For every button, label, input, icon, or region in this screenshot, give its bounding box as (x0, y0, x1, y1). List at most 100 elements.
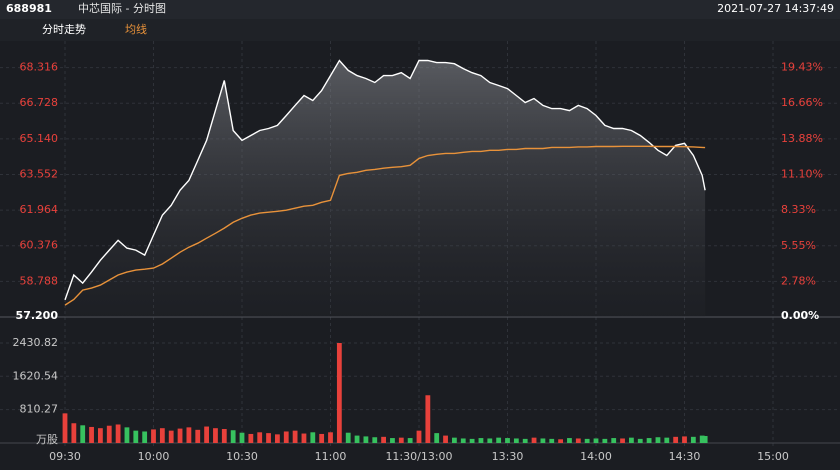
volume-bar (275, 434, 280, 443)
x-tick-label: 10:30 (226, 450, 258, 463)
y-tick-label: 57.200 (16, 309, 59, 322)
volume-bar (673, 436, 679, 443)
volume-bar (496, 437, 502, 443)
x-tick-label: 13:30 (492, 450, 524, 463)
volume-bar (690, 436, 696, 443)
volume-bar (177, 428, 183, 443)
volume-bar (80, 425, 86, 443)
volume-bar (98, 428, 103, 443)
stock-title: 中芯国际 - 分时图 (78, 1, 166, 15)
y-tick-label: 810.27 (20, 403, 59, 416)
volume-bar (478, 438, 484, 443)
volume-bar (407, 438, 413, 443)
y2-tick-label: 2.78% (781, 274, 816, 287)
volume-bar (460, 438, 466, 443)
volume-bar (292, 430, 298, 443)
y-tick-label: 万股 (36, 433, 58, 446)
x-tick-label: 11:00 (315, 450, 347, 463)
x-tick-label: 14:00 (580, 450, 612, 463)
volume-bar (487, 438, 493, 443)
volume-bar (372, 437, 378, 443)
volume-bar (89, 426, 94, 443)
y-tick-label: 65.140 (20, 132, 59, 145)
y2-tick-label: 16.66% (781, 96, 823, 109)
volume-bar (354, 435, 360, 443)
header-bar (0, 0, 840, 19)
legend-tab[interactable]: 分时走势 (42, 23, 86, 36)
volume-bar (328, 432, 333, 443)
volume-bar (584, 438, 590, 443)
volume-bar (62, 413, 68, 443)
volume-bar (602, 438, 608, 443)
volume-bar (71, 423, 77, 443)
volume-bar (266, 433, 271, 443)
volume-bar (664, 437, 670, 443)
y2-tick-label: 8.33% (781, 203, 816, 216)
volume-bar (655, 437, 661, 443)
volume-bar (230, 430, 236, 443)
volume-bar (151, 429, 156, 443)
volume-bar (363, 436, 369, 443)
volume-bar (186, 427, 192, 443)
tab-bar (0, 19, 840, 41)
volume-bar (168, 430, 174, 443)
volume-bar (452, 437, 457, 443)
y-tick-label: 58.788 (20, 274, 59, 287)
volume-bar (283, 431, 289, 443)
volume-bar (195, 429, 201, 443)
volume-bar (416, 430, 422, 443)
y-tick-label: 66.728 (20, 96, 59, 109)
y-tick-label: 2430.82 (13, 336, 59, 349)
y-tick-label: 1620.54 (13, 369, 59, 382)
x-tick-label: 14:30 (669, 450, 701, 463)
x-tick-label: 11:30/13:00 (385, 450, 452, 463)
volume-bar (159, 428, 165, 443)
y2-tick-label: 5.55% (781, 239, 816, 252)
volume-bar (301, 433, 307, 443)
y-tick-label: 63.552 (20, 167, 59, 180)
volume-bar (434, 433, 440, 443)
volume-bar (540, 438, 546, 443)
price-area (65, 60, 706, 317)
volume-bar (239, 432, 245, 443)
volume-bar (106, 425, 112, 443)
price-line (64, 59, 706, 301)
volume-bar (513, 438, 519, 443)
volume-bar (593, 438, 599, 443)
volume-bar (213, 428, 218, 443)
volume-bar (390, 438, 395, 443)
legend-tab[interactable]: 均线 (125, 22, 147, 36)
volume-bar (611, 438, 617, 443)
volume-bar (702, 436, 708, 443)
volume-bar (443, 435, 448, 443)
y-tick-label: 61.964 (20, 203, 59, 216)
volume-bar (575, 438, 581, 443)
volume-bar (699, 435, 705, 443)
volume-bar (425, 395, 431, 443)
volume-bar (398, 437, 404, 443)
volume-bar (133, 430, 139, 443)
volume-bar (319, 433, 325, 443)
volume-bar (531, 437, 537, 443)
volume-bar (558, 439, 563, 443)
x-tick-label: 10:00 (138, 450, 170, 463)
volume-bar (629, 437, 634, 443)
y-tick-label: 68.316 (20, 61, 59, 74)
volume-bar (620, 438, 625, 443)
x-tick-label: 09:30 (49, 450, 81, 463)
volume-bar (549, 438, 555, 443)
volume-bar (567, 438, 572, 443)
y2-tick-label: 11.10% (781, 168, 823, 181)
volume-bar (221, 429, 227, 443)
volume-bar (142, 431, 148, 443)
volume-bar (310, 432, 316, 443)
y-tick-label: 60.376 (20, 239, 59, 252)
average-line (64, 145, 706, 306)
volume-bar (257, 432, 263, 443)
volume-bar (204, 426, 209, 443)
volume-bar (124, 427, 130, 443)
volume-bar (505, 438, 510, 443)
volume-bar (345, 432, 351, 443)
volume-bar (381, 436, 386, 443)
